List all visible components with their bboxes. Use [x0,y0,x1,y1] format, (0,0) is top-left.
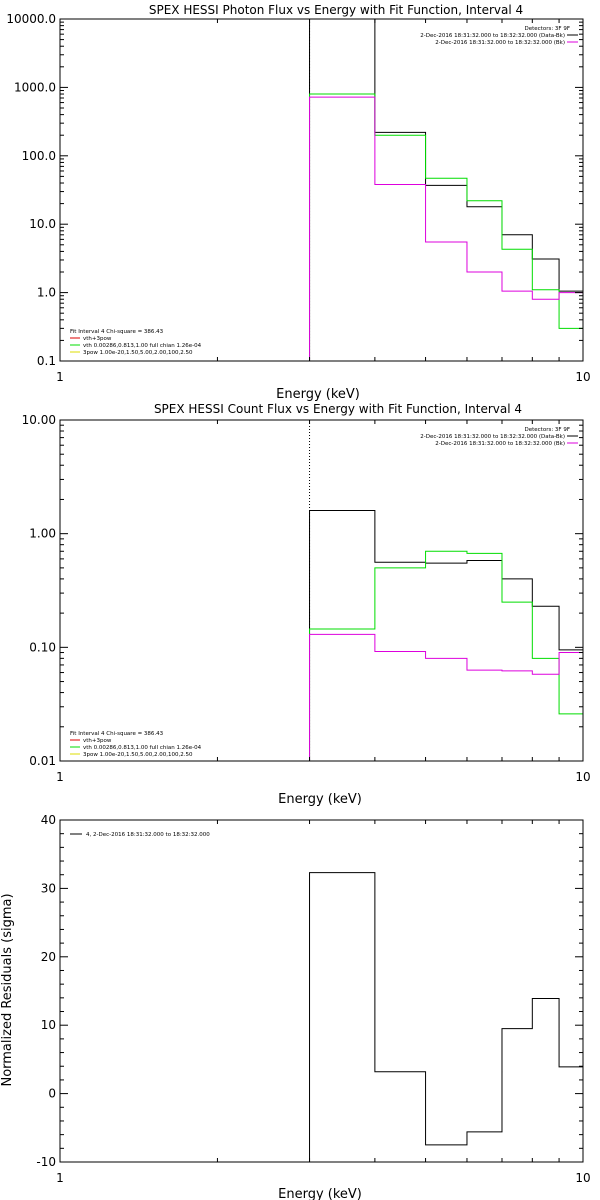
legend-header: Detectors: 3F 9F [524,26,570,32]
legend-entry: vth 0.00286,0.813,1.00 full chian 1.26e-… [83,745,202,751]
legend-bottom: Fit Interval 4 Chi-square = 386.43 vth+3… [70,329,202,356]
x-tick-label: 1 [56,370,64,384]
legend-header: Detectors: 3F 9F [524,427,570,433]
x-tick-label: 10 [575,1171,590,1185]
series-line [309,96,584,361]
x-tick-label: 1 [56,1171,64,1185]
legend-entry: 2-Dec-2016 18:31:32.000 to 18:32:32.000 … [435,441,565,447]
count-flux-panel: SPEX HESSI Count Flux vs Energy with Fit… [22,402,591,807]
series-line [309,93,584,361]
plot-frame [59,819,584,1163]
y-tick-label: 0.10 [29,640,56,654]
legend-header: Fit Interval 4 Chi-square = 386.43 [70,329,164,335]
y-axis-label: Normalized Residuals (sigma) [0,893,15,1086]
legend-entry: 2-Dec-2016 18:31:32.000 to 18:32:32.000 … [435,40,565,46]
legend-entry: vth+3pow [83,738,112,744]
series-line [309,18,584,361]
y-tick-label: 20 [41,950,56,964]
legend-header: Fit Interval 4 Chi-square = 386.43 [70,731,164,737]
legend-bottom: Fit Interval 4 Chi-square = 386.43 vth+3… [70,731,202,758]
plot-frame [59,18,584,362]
y-tick-label: 0.01 [29,754,56,768]
y-tick-label: 30 [41,881,56,895]
y-tick-label: 0 [48,1087,56,1101]
y-tick-label: 10000.0 [6,12,56,26]
x-axis-label: Energy (keV) [278,1187,362,1200]
legend-entry: 4, 2-Dec-2016 18:31:32.000 to 18:32:32.0… [86,832,210,838]
x-tick-label: 10 [575,370,590,384]
y-tick-label: 10 [41,1018,56,1032]
y-tick-label: 40 [41,813,56,827]
y-tick-label: 100.0 [22,149,56,163]
y-tick-label: 10.00 [22,413,56,427]
series-line [309,633,584,761]
legend-entry: vth 0.00286,0.813,1.00 full chian 1.26e-… [83,343,202,349]
panel-title: SPEX HESSI Photon Flux vs Energy with Fi… [149,3,523,17]
legend-entry: 3pow 1.00e-20,1.50,5.00,2.00,100,2.50 [83,752,193,758]
x-tick-label: 1 [56,770,64,784]
series-line [309,872,584,1162]
legend-entry: 3pow 1.00e-20,1.50,5.00,2.00,100,2.50 [83,350,193,356]
x-axis-label: Energy (keV) [276,387,360,402]
plot-frame [59,419,584,762]
x-axis-label: Energy (keV) [278,792,362,807]
y-tick-label: 10.0 [29,217,56,231]
legend-top: 4, 2-Dec-2016 18:31:32.000 to 18:32:32.0… [70,832,210,838]
panel-title: SPEX HESSI Count Flux vs Energy with Fit… [154,402,522,416]
y-tick-label: 1000.0 [14,80,56,94]
y-tick-label: 1.00 [29,527,56,541]
series-line [309,509,584,761]
legend-top: Detectors: 3F 9F 2-Dec-2016 18:31:32.000… [420,26,578,46]
residuals-panel: Energy (keV) Normalized Residuals (sigma… [0,813,591,1200]
legend-entry: 2-Dec-2016 18:31:32.000 to 18:32:32.000 … [420,33,565,39]
y-tick-label: 1.0 [37,286,56,300]
legend-top: Detectors: 3F 9F 2-Dec-2016 18:31:32.000… [420,427,578,447]
photon-flux-panel: SPEX HESSI Photon Flux vs Energy with Fi… [6,3,590,402]
series-line [309,550,584,761]
y-tick-label: 0.1 [37,354,56,368]
y-tick-label: -10 [36,1155,56,1169]
legend-entry: vth+3pow [83,336,112,342]
x-tick-label: 10 [575,770,590,784]
legend-entry: 2-Dec-2016 18:31:32.000 to 18:32:32.000 … [420,434,565,440]
